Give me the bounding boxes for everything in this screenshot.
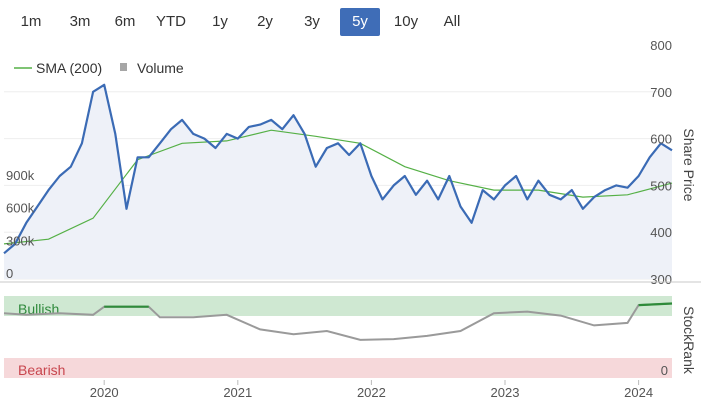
range-button-10y[interactable]: 10y	[393, 13, 419, 30]
price-tick-label: 500	[650, 178, 672, 193]
bearish-label: Bearish	[18, 362, 65, 378]
x-tick-label: 2021	[223, 385, 252, 400]
range-button-5y[interactable]: 5y	[340, 8, 380, 36]
price-area	[4, 84, 672, 279]
volume-tick-label: 300k	[6, 233, 35, 248]
price-axis-label: Share Price	[681, 128, 697, 201]
stockrank-bullish-segment	[104, 302, 673, 308]
range-button-2y[interactable]: 2y	[257, 13, 273, 30]
range-button-3y[interactable]: 3y	[304, 13, 320, 30]
price-tick-label: 600	[650, 132, 672, 147]
volume-tick-label: 600k	[6, 201, 35, 216]
range-button-3m[interactable]: 3m	[69, 13, 91, 30]
range-button-1m[interactable]: 1m	[20, 13, 42, 30]
stockrank-axis-label: StockRank	[681, 306, 697, 375]
volume-tick-label: 0	[6, 266, 13, 281]
x-tick-label: 2024	[624, 385, 653, 400]
stockrank-tick-label: 0	[661, 363, 668, 378]
bullish-band	[4, 296, 672, 316]
price-tick-label: 800	[650, 38, 672, 53]
range-button-6m[interactable]: 6m	[114, 13, 136, 30]
price-tick-label: 300	[650, 272, 672, 287]
x-tick-label: 2020	[90, 385, 119, 400]
legend-sma-label: SMA (200)	[36, 60, 102, 76]
price-tick-label: 700	[650, 85, 672, 100]
range-selector: 1m 3m 6m YTD 1y 2y 3y 5y 10y All	[0, 8, 470, 36]
legend-volume-label: Volume	[137, 60, 184, 76]
sma-line	[3, 129, 673, 245]
price-line	[3, 83, 673, 255]
legend: SMA (200) Volume	[14, 60, 184, 76]
legend-volume-swatch	[120, 63, 127, 71]
x-tick-label: 2023	[491, 385, 520, 400]
range-button-all[interactable]: All	[443, 13, 461, 30]
stockrank-line	[3, 302, 673, 341]
volume-tick-label: 900k	[6, 168, 35, 183]
range-button-1y[interactable]: 1y	[212, 13, 228, 30]
range-button-ytd[interactable]: YTD	[156, 13, 186, 30]
bearish-band	[4, 358, 672, 378]
price-tick-label: 400	[650, 225, 672, 240]
x-tick-label: 2022	[357, 385, 386, 400]
